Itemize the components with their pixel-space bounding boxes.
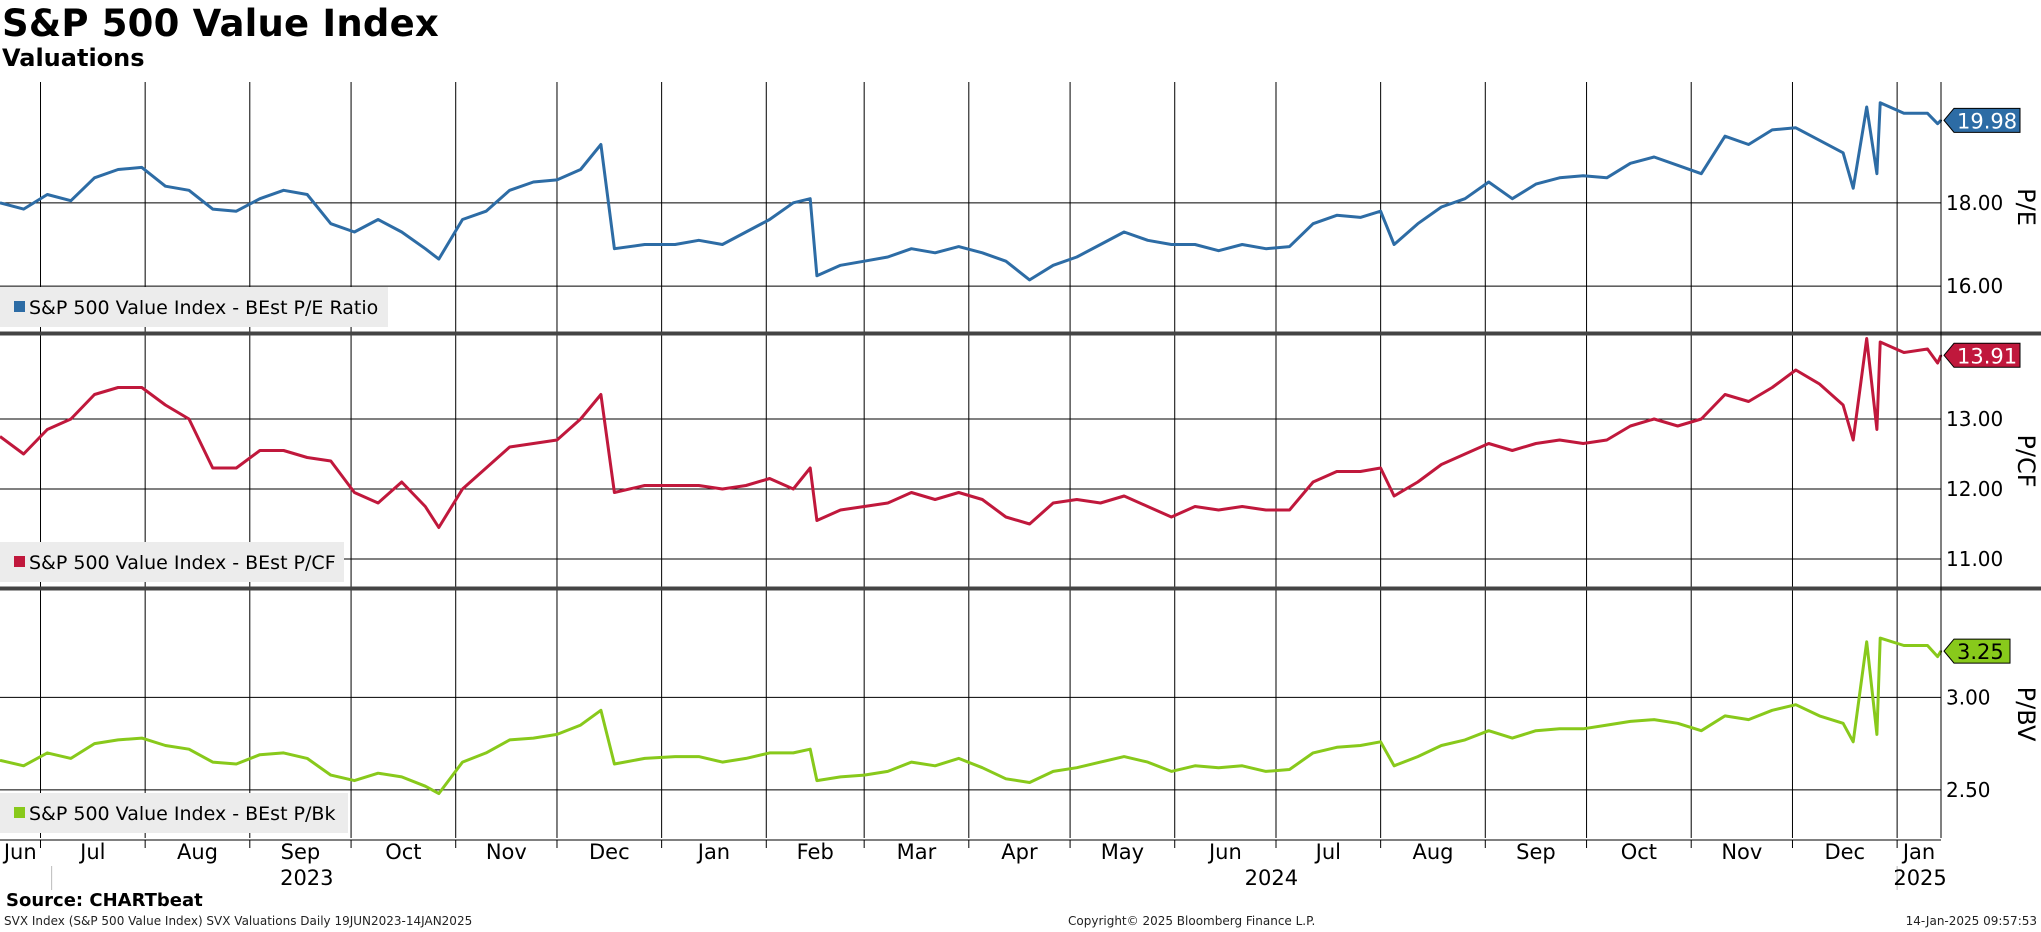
x-month-label: Jun xyxy=(2,840,37,864)
last-value-label: 19.98 xyxy=(1957,109,2017,133)
x-month-label: Sep xyxy=(281,840,321,864)
x-month-label: Jul xyxy=(1314,840,1341,864)
x-month-label: Dec xyxy=(1824,840,1865,864)
x-year-label: 2024 xyxy=(1245,866,1298,890)
footer-timestamp: 14-Jan-2025 09:57:53 xyxy=(1905,914,2037,928)
x-month-label: Aug xyxy=(1412,840,1453,864)
x-month-label: Jul xyxy=(78,840,105,864)
x-month-label: Dec xyxy=(589,840,630,864)
x-month-label: Aug xyxy=(177,840,218,864)
legend-box xyxy=(0,542,344,582)
y-tick-label: 2.50 xyxy=(1946,778,1991,802)
y-axis-label: P/BV xyxy=(2012,687,2040,742)
y-tick-label: 16.00 xyxy=(1946,274,2003,298)
x-month-label: Feb xyxy=(797,840,834,864)
legend-label: S&P 500 Value Index - BEst P/E Ratio xyxy=(29,297,378,319)
x-year-label: 2025 xyxy=(1893,866,1946,890)
last-value-label: 3.25 xyxy=(1957,640,2004,664)
x-month-label: Jun xyxy=(1207,840,1242,864)
legend-swatch xyxy=(14,807,25,818)
last-value-tag xyxy=(1943,342,2021,368)
y-tick-label: 18.00 xyxy=(1946,191,2003,215)
x-month-label: Jan xyxy=(1901,840,1935,864)
x-month-label: Nov xyxy=(1721,840,1762,864)
x-month-label: Sep xyxy=(1516,840,1556,864)
chart-subtitle: Valuations xyxy=(2,44,145,72)
footer-copyright: Copyright© 2025 Bloomberg Finance L.P. xyxy=(1068,914,1316,928)
source-note: Source: CHARTbeat xyxy=(6,890,203,911)
y-tick-label: 11.00 xyxy=(1946,547,2003,571)
x-month-label: May xyxy=(1101,840,1144,864)
y-axis-label: P/E xyxy=(2012,188,2040,226)
x-month-label: Mar xyxy=(897,840,937,864)
legend-box xyxy=(0,793,348,833)
legend-box xyxy=(0,287,388,327)
last-value-label: 13.91 xyxy=(1957,344,2017,368)
y-axis-label: P/CF xyxy=(2012,434,2040,487)
last-value-tag xyxy=(1943,107,2021,133)
series-line-pe xyxy=(0,101,1943,282)
x-month-label: Apr xyxy=(1001,840,1038,864)
legend-swatch xyxy=(14,556,25,567)
series-line-pcf xyxy=(0,337,1943,529)
last-value-tag xyxy=(1943,638,2011,664)
x-year-label: 2023 xyxy=(280,866,333,890)
y-tick-label: 13.00 xyxy=(1946,407,2003,431)
x-month-label: Jan xyxy=(696,840,730,864)
footer-description: SVX Index (S&P 500 Value Index) SVX Valu… xyxy=(4,914,473,928)
x-month-label: Nov xyxy=(486,840,527,864)
y-tick-label: 12.00 xyxy=(1946,477,2003,501)
series-line-pbv xyxy=(0,636,1943,796)
legend-swatch xyxy=(14,301,25,312)
legend-label: S&P 500 Value Index - BEst P/Bk xyxy=(29,803,335,825)
legend-label: S&P 500 Value Index - BEst P/CF xyxy=(29,552,336,574)
y-tick-label: 3.00 xyxy=(1946,685,1991,709)
x-month-label: Oct xyxy=(1621,840,1657,864)
x-month-label: Oct xyxy=(385,840,421,864)
chart-title: S&P 500 Value Index xyxy=(2,2,439,45)
